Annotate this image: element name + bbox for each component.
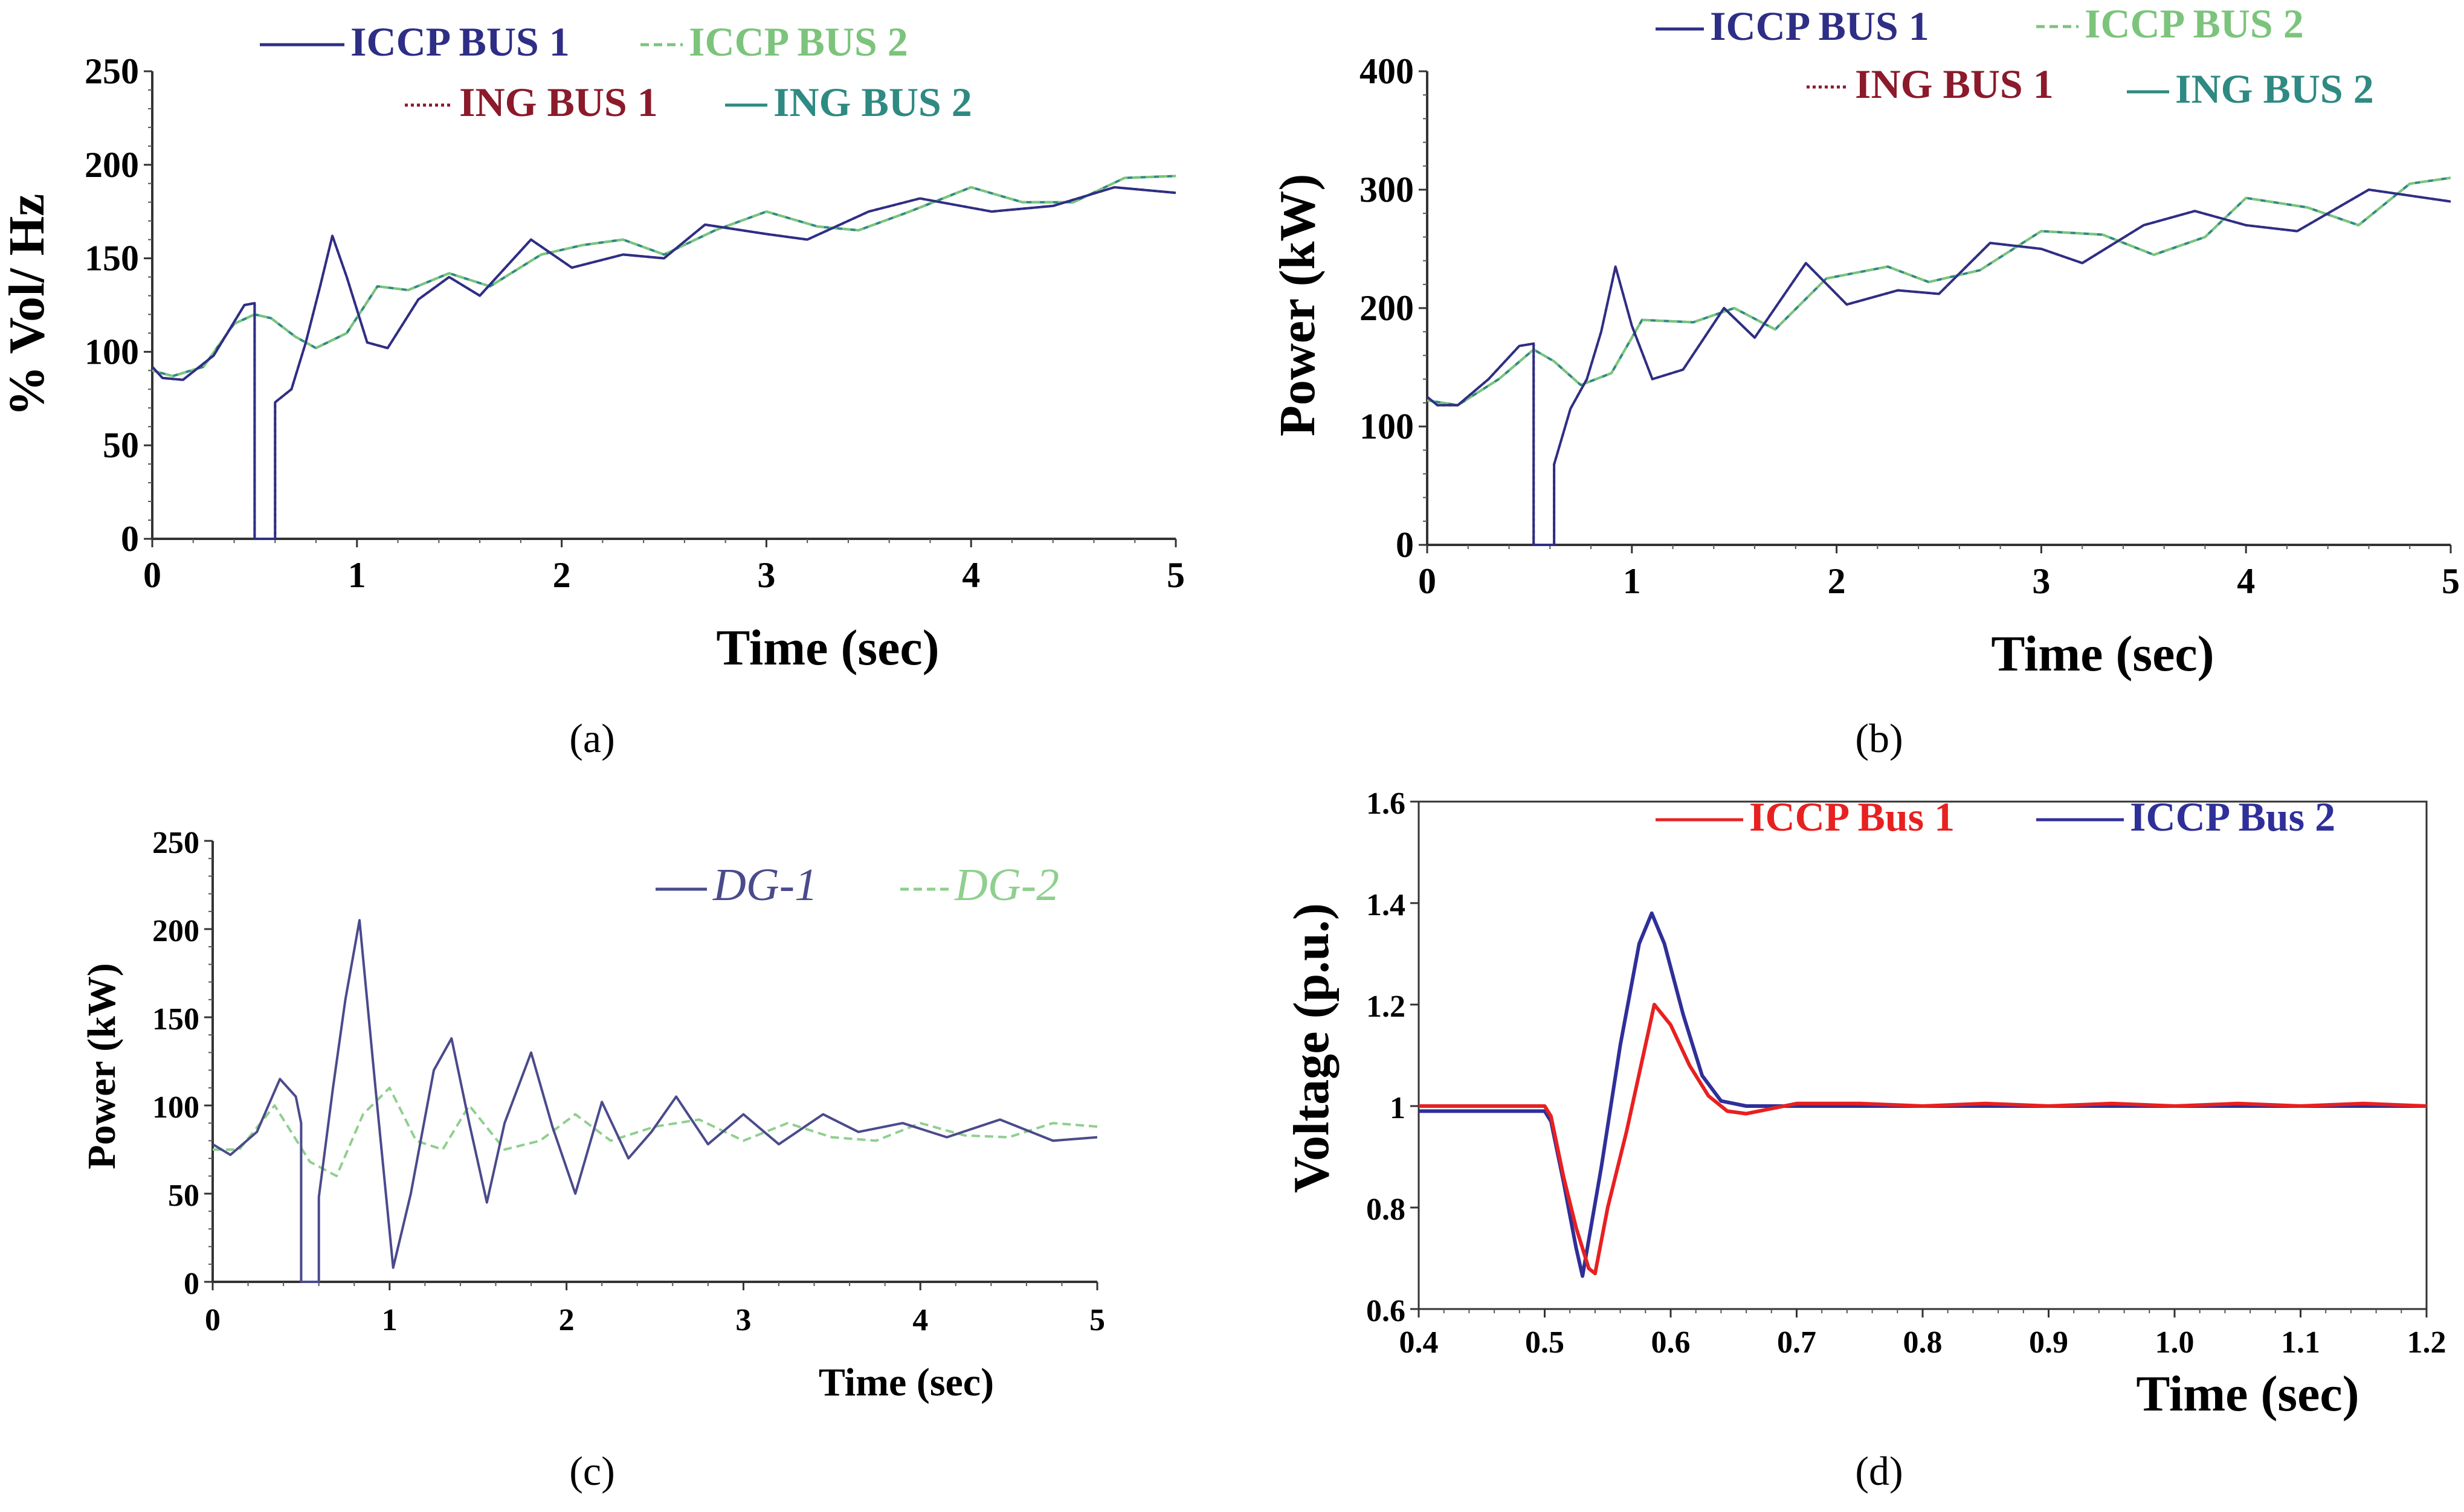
y-tick-label: 200	[85, 145, 139, 185]
x-axis-label: Time (sec)	[716, 620, 939, 676]
y-tick-label: 250	[152, 826, 199, 860]
legend: ICCP BUS 1 ICCP BUS 2 ING BUS 1 ING BUS 2	[260, 19, 972, 125]
x-tick-label: 0.7	[1777, 1325, 1816, 1360]
y-tick-label: 50	[103, 425, 139, 465]
y-tick-label: 150	[152, 1002, 199, 1037]
series-line-iccp-bus-1	[152, 186, 1176, 540]
x-tick-label: 0	[143, 555, 161, 595]
panel-label: (b)	[1855, 715, 1903, 761]
y-tick-label: 1.6	[1366, 787, 1405, 821]
series-line-dg-2	[213, 1086, 1097, 1177]
x-tick-label: 5	[2442, 561, 2460, 601]
series-line-dg-1	[213, 919, 1097, 1283]
legend-label: DG-1	[712, 860, 818, 910]
y-tick-label: 0	[121, 519, 139, 559]
x-axis-label: Time (sec)	[1991, 626, 2214, 682]
y-axis-label: Power (kW)	[80, 963, 124, 1169]
y-tick-label: 250	[85, 51, 139, 91]
x-tick-label: 3	[757, 555, 775, 595]
series-group	[1427, 176, 2451, 546]
x-tick-label: 2	[1828, 561, 1846, 601]
x-tick-label: 5	[1167, 555, 1185, 595]
legend: ICCP Bus 1 ICCP Bus 2	[1656, 794, 2335, 840]
series-line-iccp-bus-2	[1427, 176, 2451, 407]
legend-label: ICCP Bus 1	[1749, 794, 1955, 840]
y-axis-label: % Vol/ Hz	[0, 194, 55, 417]
x-tick-label: 0	[205, 1303, 221, 1337]
chart-panel-c: 0 50 100 150 200 250 0 1 2 3 4 5 Time (sec) Power (kW…	[80, 826, 1105, 1494]
x-tick-label: 1	[382, 1303, 398, 1337]
y-tick-label: 0	[1396, 525, 1414, 565]
legend-label: ICCP BUS 2	[2085, 1, 2304, 47]
x-tick-label: 2	[559, 1303, 575, 1337]
y-axis-label: Voltage (p.u.)	[1283, 903, 1340, 1193]
x-tick-label: 4	[2237, 561, 2255, 601]
y-tick-label: 1.2	[1366, 989, 1405, 1024]
panel-label: (c)	[569, 1448, 614, 1494]
x-tick-label: 1	[348, 555, 366, 595]
x-tick-label: 0	[1418, 561, 1436, 601]
series-line-iccp-bus-1	[1419, 1003, 2427, 1276]
legend-label: ING BUS 1	[1855, 61, 2054, 107]
legend-label: ING BUS 1	[459, 79, 658, 125]
y-tick-label: 1	[1390, 1091, 1405, 1125]
legend-label: ING BUS 2	[773, 79, 972, 125]
y-tick-label: 0	[184, 1267, 199, 1301]
y-tick-label: 100	[1359, 407, 1414, 446]
y-tick-label: 200	[152, 914, 199, 948]
y-tick-label: 0.8	[1366, 1192, 1405, 1227]
series-group	[213, 919, 1097, 1283]
legend: ICCP BUS 1 ICCP BUS 2 ING BUS 1 ING BUS 2	[1656, 1, 2374, 112]
y-axis-label: Power (kW)	[1269, 174, 1326, 437]
panel-label: (d)	[1855, 1448, 1903, 1494]
legend-label: ICCP Bus 2	[2130, 794, 2335, 840]
y-tick-label: 300	[1359, 170, 1414, 210]
legend: DG-1 DG-2	[656, 860, 1059, 910]
legend-label: ICCP BUS 1	[350, 19, 570, 65]
series-group	[1419, 911, 2427, 1278]
x-tick-label: 1.2	[2407, 1325, 2446, 1360]
series-line-iccp-bus-1	[1427, 188, 2451, 546]
y-tick-label: 400	[1359, 51, 1414, 91]
x-tick-label: 5	[1089, 1303, 1105, 1337]
x-tick-label: 0.5	[1525, 1325, 1564, 1360]
x-tick-label: 0.8	[1903, 1325, 1943, 1360]
chart-panel-a: 0 50 100 150 200 250 0 1 2 3 4 5 Time (sec) % Vol/ Hz…	[0, 19, 1185, 761]
y-tick-label: 1.4	[1366, 888, 1405, 922]
x-tick-label: 1.0	[2155, 1325, 2195, 1360]
y-tick-label: 100	[85, 332, 139, 372]
x-tick-label: 2	[553, 555, 571, 595]
chart-panel-d: 0.6 0.8 1 1.2 1.4 1.6 0.4 0.5 0.6 0.7 0.8 0.9 1.0 1.1…	[1283, 787, 2446, 1494]
x-tick-label: 3	[2032, 561, 2050, 601]
y-tick-label: 50	[168, 1179, 199, 1213]
x-tick-label: 3	[735, 1303, 751, 1337]
legend-label: ING BUS 2	[2175, 66, 2374, 112]
x-tick-label: 1	[1623, 561, 1641, 601]
legend-label: DG-2	[954, 860, 1059, 910]
series-line-iccp-bus-2	[152, 175, 1176, 378]
series-group	[152, 175, 1176, 540]
legend-label: ICCP BUS 1	[1710, 3, 1929, 49]
legend-label: ICCP BUS 2	[689, 19, 908, 65]
x-tick-label: 0.9	[2029, 1325, 2068, 1360]
y-tick-label: 100	[152, 1090, 199, 1125]
panel-label: (a)	[569, 715, 614, 761]
x-tick-label: 0.6	[1651, 1325, 1691, 1360]
y-tick-label: 200	[1359, 288, 1414, 328]
x-tick-label: 1.1	[2281, 1325, 2320, 1360]
y-tick-label: 150	[85, 239, 139, 278]
y-tick-label: 0.6	[1366, 1294, 1405, 1328]
x-tick-label: 0.4	[1399, 1325, 1439, 1360]
chart-panel-b: 0 100 200 300 400 0 1 2 3 4 5 Time (sec) Power (kW) I…	[1269, 1, 2460, 761]
x-axis-label: Time (sec)	[819, 1360, 994, 1404]
x-tick-label: 4	[912, 1303, 928, 1337]
x-tick-label: 4	[962, 555, 980, 595]
x-axis-label: Time (sec)	[2136, 1366, 2359, 1422]
